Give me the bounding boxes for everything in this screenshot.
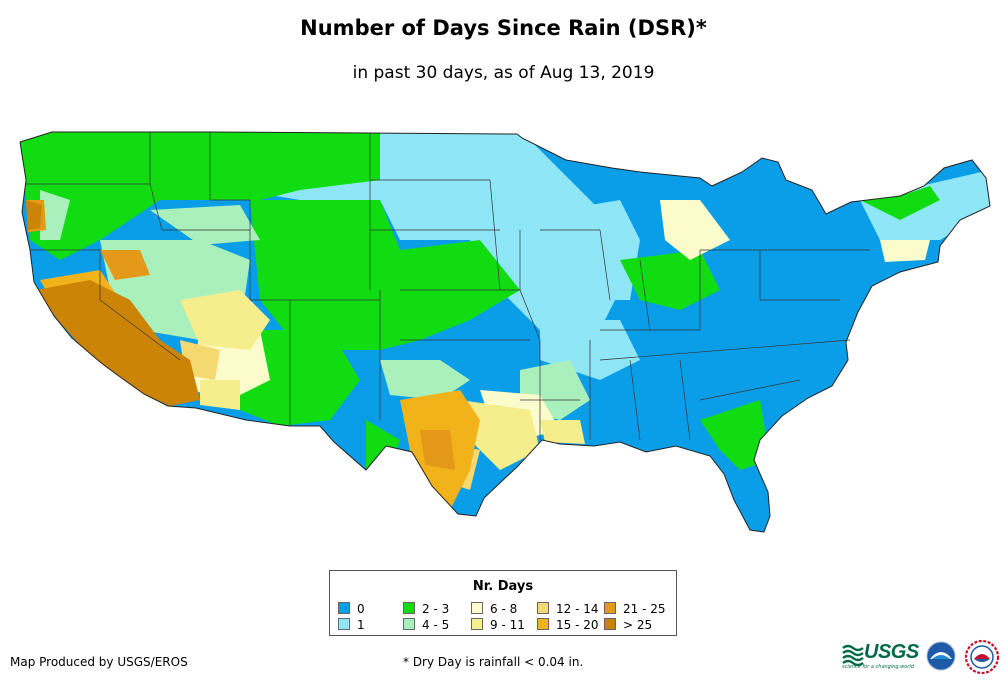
map-credit: Map Produced by USGS/EROS bbox=[10, 655, 188, 669]
legend-item-1: 1 bbox=[338, 618, 365, 632]
precip-regions bbox=[20, 132, 990, 532]
legend-swatch bbox=[338, 618, 350, 630]
legend-label: 1 bbox=[357, 618, 365, 632]
legend-label: 6 - 8 bbox=[490, 602, 518, 616]
legend-swatch bbox=[338, 602, 350, 614]
state-boundaries bbox=[26, 132, 870, 441]
map-title: Number of Days Since Rain (DSR)* bbox=[300, 16, 707, 40]
legend: Nr. Days 0 1 2 - 3 4 - 5 6 - 8 9 - 11 12… bbox=[329, 570, 677, 636]
legend-label: 12 - 14 bbox=[556, 602, 599, 616]
legend-label: 4 - 5 bbox=[422, 618, 450, 632]
nws-logo-icon bbox=[964, 639, 1000, 675]
map-subtitle: in past 30 days, as of Aug 13, 2019 bbox=[352, 63, 655, 83]
legend-swatch bbox=[537, 602, 549, 614]
legend-item-6: 12 - 14 bbox=[537, 602, 599, 616]
legend-label: 0 bbox=[357, 602, 365, 616]
legend-label: 15 - 20 bbox=[556, 618, 599, 632]
usgs-logo: USGS bbox=[864, 641, 919, 663]
dry-day-footnote: * Dry Day is rainfall < 0.04 in. bbox=[403, 655, 584, 669]
legend-item-8: 21 - 25 bbox=[604, 602, 666, 616]
agency-logos: USGS science for a changing world bbox=[842, 638, 1002, 678]
legend-swatch bbox=[471, 602, 483, 614]
legend-swatch bbox=[604, 602, 616, 614]
legend-swatch bbox=[537, 618, 549, 630]
legend-label: 9 - 11 bbox=[490, 618, 525, 632]
legend-swatch bbox=[471, 618, 483, 630]
noaa-logo-icon bbox=[926, 641, 956, 671]
legend-item-9: > 25 bbox=[604, 618, 652, 632]
legend-item-7: 15 - 20 bbox=[537, 618, 599, 632]
legend-swatch bbox=[403, 618, 415, 630]
legend-item-3: 4 - 5 bbox=[403, 618, 449, 632]
legend-swatch bbox=[403, 602, 415, 614]
legend-swatch bbox=[604, 618, 616, 630]
us-dsr-map bbox=[19, 131, 991, 533]
legend-title: Nr. Days bbox=[472, 579, 534, 594]
legend-item-4: 6 - 8 bbox=[471, 602, 517, 616]
legend-label: 21 - 25 bbox=[623, 602, 666, 616]
legend-label: 2 - 3 bbox=[422, 602, 450, 616]
legend-item-5: 9 - 11 bbox=[471, 618, 525, 632]
legend-item-2: 2 - 3 bbox=[403, 602, 449, 616]
legend-label: > 25 bbox=[623, 618, 653, 632]
usgs-tagline: science for a changing world bbox=[842, 664, 914, 670]
usgs-wave-icon bbox=[842, 644, 864, 667]
legend-item-0: 0 bbox=[338, 602, 365, 616]
